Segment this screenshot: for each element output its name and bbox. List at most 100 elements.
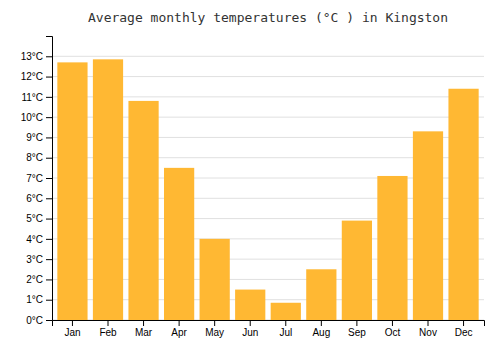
- y-tick-mark: [46, 178, 52, 179]
- y-tick-label: 8°C: [26, 152, 43, 163]
- y-tick-mark: [46, 259, 52, 260]
- y-tick: 0°C: [26, 315, 52, 326]
- x-tick: Aug: [312, 320, 330, 338]
- y-tick: 8°C: [26, 152, 52, 163]
- x-tick: Dec: [455, 320, 473, 338]
- x-tick-mark: [321, 320, 322, 326]
- x-tick: May: [205, 320, 224, 338]
- y-tick-mark: [46, 219, 52, 220]
- x-tick-mark: [108, 320, 109, 326]
- y-tick: 6°C: [26, 193, 52, 204]
- y-tick-mark: [46, 279, 52, 280]
- x-tick-mark: [250, 320, 251, 326]
- y-tick-mark: [46, 97, 52, 98]
- y-tick-label: 7°C: [26, 173, 43, 184]
- y-tick-mark: [46, 158, 52, 159]
- x-tick-label: Apr: [171, 327, 187, 338]
- bar: [413, 131, 443, 320]
- x-tick-mark: [179, 320, 180, 326]
- x-tick: Sep: [348, 320, 366, 338]
- y-tick: 13°C: [21, 51, 52, 62]
- y-tick: 2°C: [26, 274, 52, 285]
- bar: [342, 221, 372, 320]
- y-tick-label: 4°C: [26, 234, 43, 245]
- x-tick-label: May: [205, 327, 224, 338]
- x-tick-mark: [72, 320, 73, 326]
- title: Average monthly temperatures (°C ) in Ki…: [88, 10, 448, 25]
- y-tick-label: 0°C: [26, 315, 43, 326]
- bars: [57, 59, 478, 320]
- y-tick-label: 13°C: [21, 51, 43, 62]
- x-tick-label: Feb: [99, 327, 117, 338]
- x-tick: Jul: [279, 320, 292, 338]
- y-tick-label: 2°C: [26, 274, 43, 285]
- y-tick: 5°C: [26, 213, 52, 224]
- grid: [52, 56, 484, 320]
- x-tick-label: Mar: [135, 327, 153, 338]
- y-tick-label: 11°C: [21, 92, 43, 103]
- bar: [306, 269, 336, 320]
- y-tick-label: 3°C: [26, 254, 43, 265]
- y-tick: 3°C: [26, 254, 52, 265]
- x-tick-label: Nov: [419, 327, 437, 338]
- bar: [271, 303, 301, 320]
- chart: 0°C 1°C 2°C 3°C 4°C 5°C 6°C 7°C 8°C 9°C 10°C 11°C 12…: [0, 0, 500, 350]
- bar: [57, 62, 87, 320]
- y-tick-label: 6°C: [26, 193, 43, 204]
- x-tick: Apr: [171, 320, 187, 338]
- bar: [128, 101, 158, 320]
- x-tick-label: Jun: [242, 327, 258, 338]
- x-tick: Mar: [135, 320, 153, 338]
- y-tick-mark: [46, 239, 52, 240]
- y-tick-label: 5°C: [26, 213, 43, 224]
- x-tick-mark: [143, 320, 144, 326]
- y-tick-mark: [46, 117, 52, 118]
- y-tick-mark: [46, 137, 52, 138]
- x-tick: Jun: [242, 320, 258, 338]
- y-tick-mark: [46, 56, 52, 57]
- bar: [377, 176, 407, 320]
- y-axis: 0°C 1°C 2°C 3°C 4°C 5°C 6°C 7°C 8°C 9°C 10°C 11°C 12…: [21, 37, 53, 326]
- grid-line: [52, 56, 484, 57]
- bar: [448, 89, 478, 320]
- x-axis: Jan Feb Mar Apr May Jun Jul Aug Sep Oct Nov Dec: [53, 320, 485, 338]
- y-tick-mark: [46, 320, 52, 321]
- y-tick: 10°C: [21, 112, 52, 123]
- y-axis-line: [46, 37, 53, 321]
- x-tick-mark: [428, 320, 429, 326]
- plot: 0°C 1°C 2°C 3°C 4°C 5°C 6°C 7°C 8°C 9°C 10°C 11°C 12…: [21, 37, 485, 339]
- y-tick: 4°C: [26, 234, 52, 245]
- x-tick-mark: [214, 320, 215, 326]
- x-tick-label: Jan: [64, 327, 80, 338]
- bar: [93, 59, 123, 320]
- y-tick-label: 10°C: [21, 112, 43, 123]
- y-tick-label: 12°C: [21, 71, 43, 82]
- y-tick: 9°C: [26, 132, 52, 143]
- y-tick: 12°C: [21, 71, 52, 82]
- x-tick-label: Jul: [279, 327, 292, 338]
- bar: [235, 290, 265, 320]
- y-tick-mark: [46, 77, 52, 78]
- x-tick-mark: [285, 320, 286, 326]
- bar: [164, 168, 194, 320]
- x-tick: Oct: [385, 320, 401, 338]
- x-tick-label: Dec: [455, 327, 473, 338]
- y-tick: 11°C: [21, 92, 52, 103]
- x-tick-mark: [463, 320, 464, 326]
- y-tick-mark: [46, 198, 52, 199]
- x-tick-label: Oct: [385, 327, 401, 338]
- x-tick: Feb: [99, 320, 117, 338]
- x-tick-label: Sep: [348, 327, 366, 338]
- x-axis-line: [53, 321, 485, 327]
- y-tick-mark: [46, 300, 52, 301]
- y-tick: 7°C: [26, 173, 52, 184]
- bar: [200, 239, 230, 320]
- x-tick: Jan: [64, 320, 80, 338]
- x-tick-label: Aug: [312, 327, 330, 338]
- y-tick-label: 1°C: [26, 294, 43, 305]
- y-tick: 1°C: [26, 294, 52, 305]
- y-tick-label: 9°C: [26, 132, 43, 143]
- x-tick-mark: [356, 320, 357, 326]
- x-tick: Nov: [419, 320, 437, 338]
- x-tick-mark: [392, 320, 393, 326]
